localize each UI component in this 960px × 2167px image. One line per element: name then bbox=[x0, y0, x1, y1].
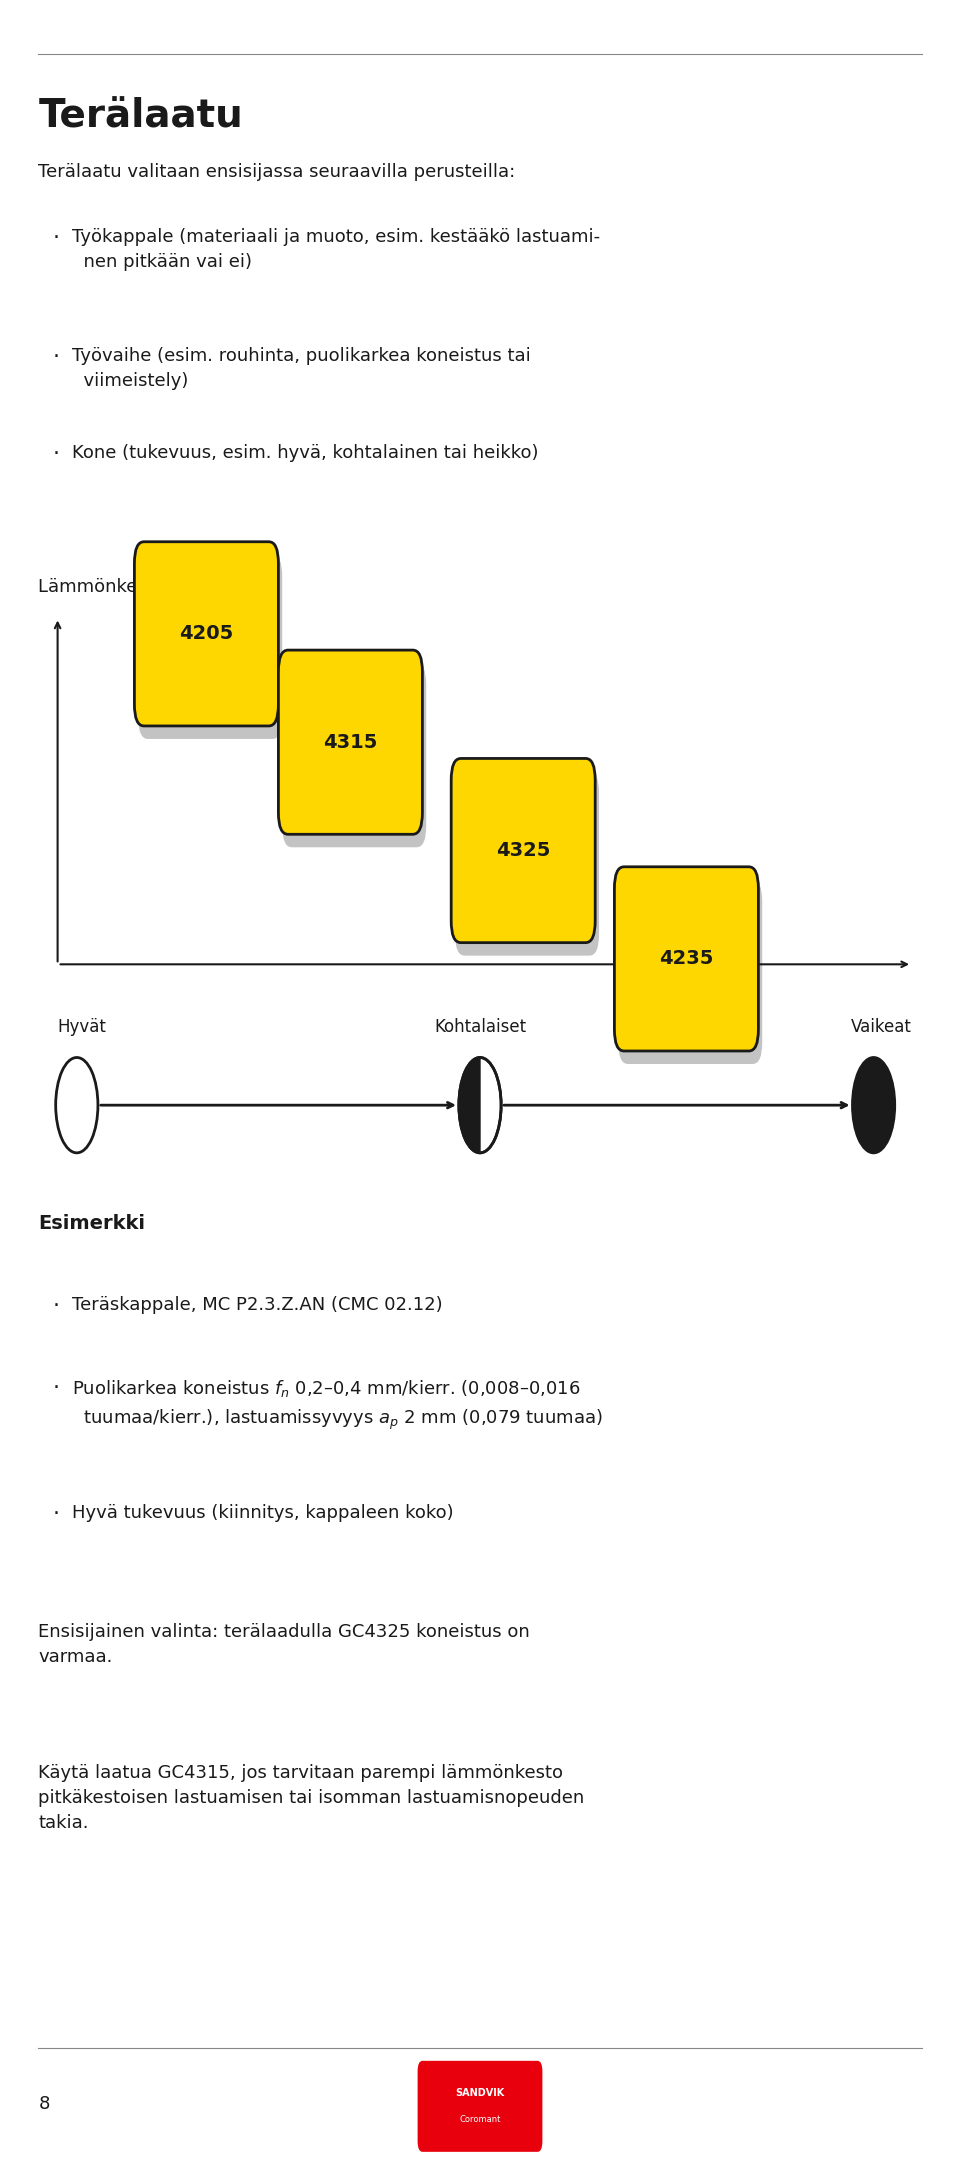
Text: 4325: 4325 bbox=[496, 841, 550, 860]
FancyBboxPatch shape bbox=[138, 555, 282, 739]
FancyBboxPatch shape bbox=[134, 542, 278, 726]
Text: Työvaihe (esim. rouhinta, puolikarkea koneistus tai
  viimeistely): Työvaihe (esim. rouhinta, puolikarkea ko… bbox=[72, 347, 531, 390]
Text: 8: 8 bbox=[38, 2095, 50, 2113]
Text: 4205: 4205 bbox=[180, 624, 233, 644]
FancyBboxPatch shape bbox=[455, 771, 599, 956]
Text: Hyvä tukevuus (kiinnitys, kappaleen koko): Hyvä tukevuus (kiinnitys, kappaleen koko… bbox=[72, 1504, 454, 1521]
Text: Työkappale (materiaali ja muoto, esim. kestääkö lastuami-
  nen pitkään vai ei): Työkappale (materiaali ja muoto, esim. k… bbox=[72, 228, 600, 271]
Text: ·: · bbox=[53, 228, 60, 247]
Text: SANDVIK: SANDVIK bbox=[455, 2089, 505, 2098]
Text: Hyvät: Hyvät bbox=[58, 1018, 107, 1036]
FancyBboxPatch shape bbox=[451, 758, 595, 943]
Text: Puolikarkea koneistus $f_n$ 0,2–0,4 mm/kierr. (0,008–0,016
  tuumaa/kierr.), las: Puolikarkea koneistus $f_n$ 0,2–0,4 mm/k… bbox=[72, 1378, 603, 1432]
Text: ·: · bbox=[53, 1296, 60, 1315]
Circle shape bbox=[852, 1057, 895, 1153]
Text: Kohtalaiset: Kohtalaiset bbox=[434, 1018, 526, 1036]
Text: Käytä laatua GC4315, jos tarvitaan parempi lämmönkesto
pitkäkestoisen lastuamise: Käytä laatua GC4315, jos tarvitaan parem… bbox=[38, 1764, 585, 1831]
Text: Esimerkki: Esimerkki bbox=[38, 1214, 145, 1233]
Text: Lämmönkesto (kuluminen): Lämmönkesto (kuluminen) bbox=[38, 579, 279, 596]
Text: ·: · bbox=[53, 444, 60, 464]
FancyBboxPatch shape bbox=[278, 650, 422, 834]
Text: 4315: 4315 bbox=[324, 732, 377, 752]
FancyBboxPatch shape bbox=[418, 2061, 542, 2152]
Circle shape bbox=[459, 1057, 501, 1153]
Text: Kone (tukevuus, esim. hyvä, kohtalainen tai heikko): Kone (tukevuus, esim. hyvä, kohtalainen … bbox=[72, 444, 539, 462]
Text: 4235: 4235 bbox=[660, 949, 713, 969]
Text: Ensisijainen valinta: terälaadulla GC4325 koneistus on
varmaa.: Ensisijainen valinta: terälaadulla GC432… bbox=[38, 1623, 530, 1666]
FancyBboxPatch shape bbox=[618, 880, 762, 1064]
FancyBboxPatch shape bbox=[614, 867, 758, 1051]
FancyBboxPatch shape bbox=[282, 663, 426, 847]
Text: ·: · bbox=[53, 347, 60, 366]
Text: Terälaatu: Terälaatu bbox=[38, 98, 243, 137]
Text: ·: · bbox=[53, 1504, 60, 1523]
Polygon shape bbox=[459, 1057, 480, 1153]
Text: Coromant: Coromant bbox=[459, 2115, 501, 2124]
Text: Vaikeat: Vaikeat bbox=[852, 1018, 912, 1036]
Text: Teräskappale, MC P2.3.Z.AN (CMC 02.12): Teräskappale, MC P2.3.Z.AN (CMC 02.12) bbox=[72, 1296, 443, 1313]
Circle shape bbox=[56, 1057, 98, 1153]
Text: ·: · bbox=[53, 1378, 60, 1398]
Text: Terälaatu valitaan ensisijassa seuraavilla perusteilla:: Terälaatu valitaan ensisijassa seuraavil… bbox=[38, 163, 516, 180]
